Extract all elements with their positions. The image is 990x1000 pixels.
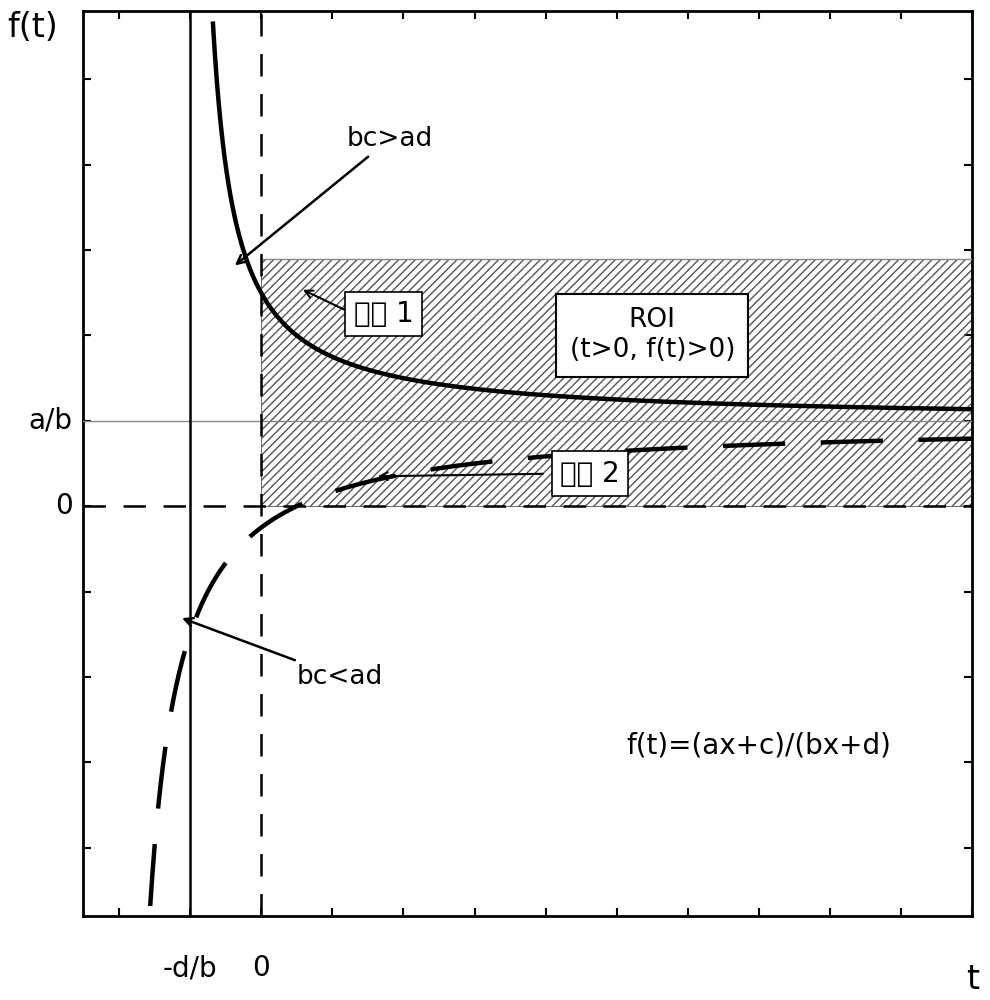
- Text: t: t: [966, 963, 979, 996]
- Text: -d/b: -d/b: [162, 954, 218, 982]
- Text: 类型 2: 类型 2: [560, 460, 620, 488]
- Text: ROI
(t>0, f(t)>0): ROI (t>0, f(t)>0): [569, 307, 736, 363]
- Text: a/b: a/b: [29, 407, 72, 435]
- Text: 0: 0: [252, 954, 270, 982]
- Text: 0: 0: [54, 492, 72, 520]
- Text: bc<ad: bc<ad: [184, 618, 383, 690]
- Text: f(t): f(t): [8, 11, 58, 44]
- Text: bc>ad: bc>ad: [237, 126, 433, 264]
- Text: 类型 1: 类型 1: [353, 300, 414, 328]
- Text: f(t)=(ax+c)/(bx+d): f(t)=(ax+c)/(bx+d): [627, 731, 891, 759]
